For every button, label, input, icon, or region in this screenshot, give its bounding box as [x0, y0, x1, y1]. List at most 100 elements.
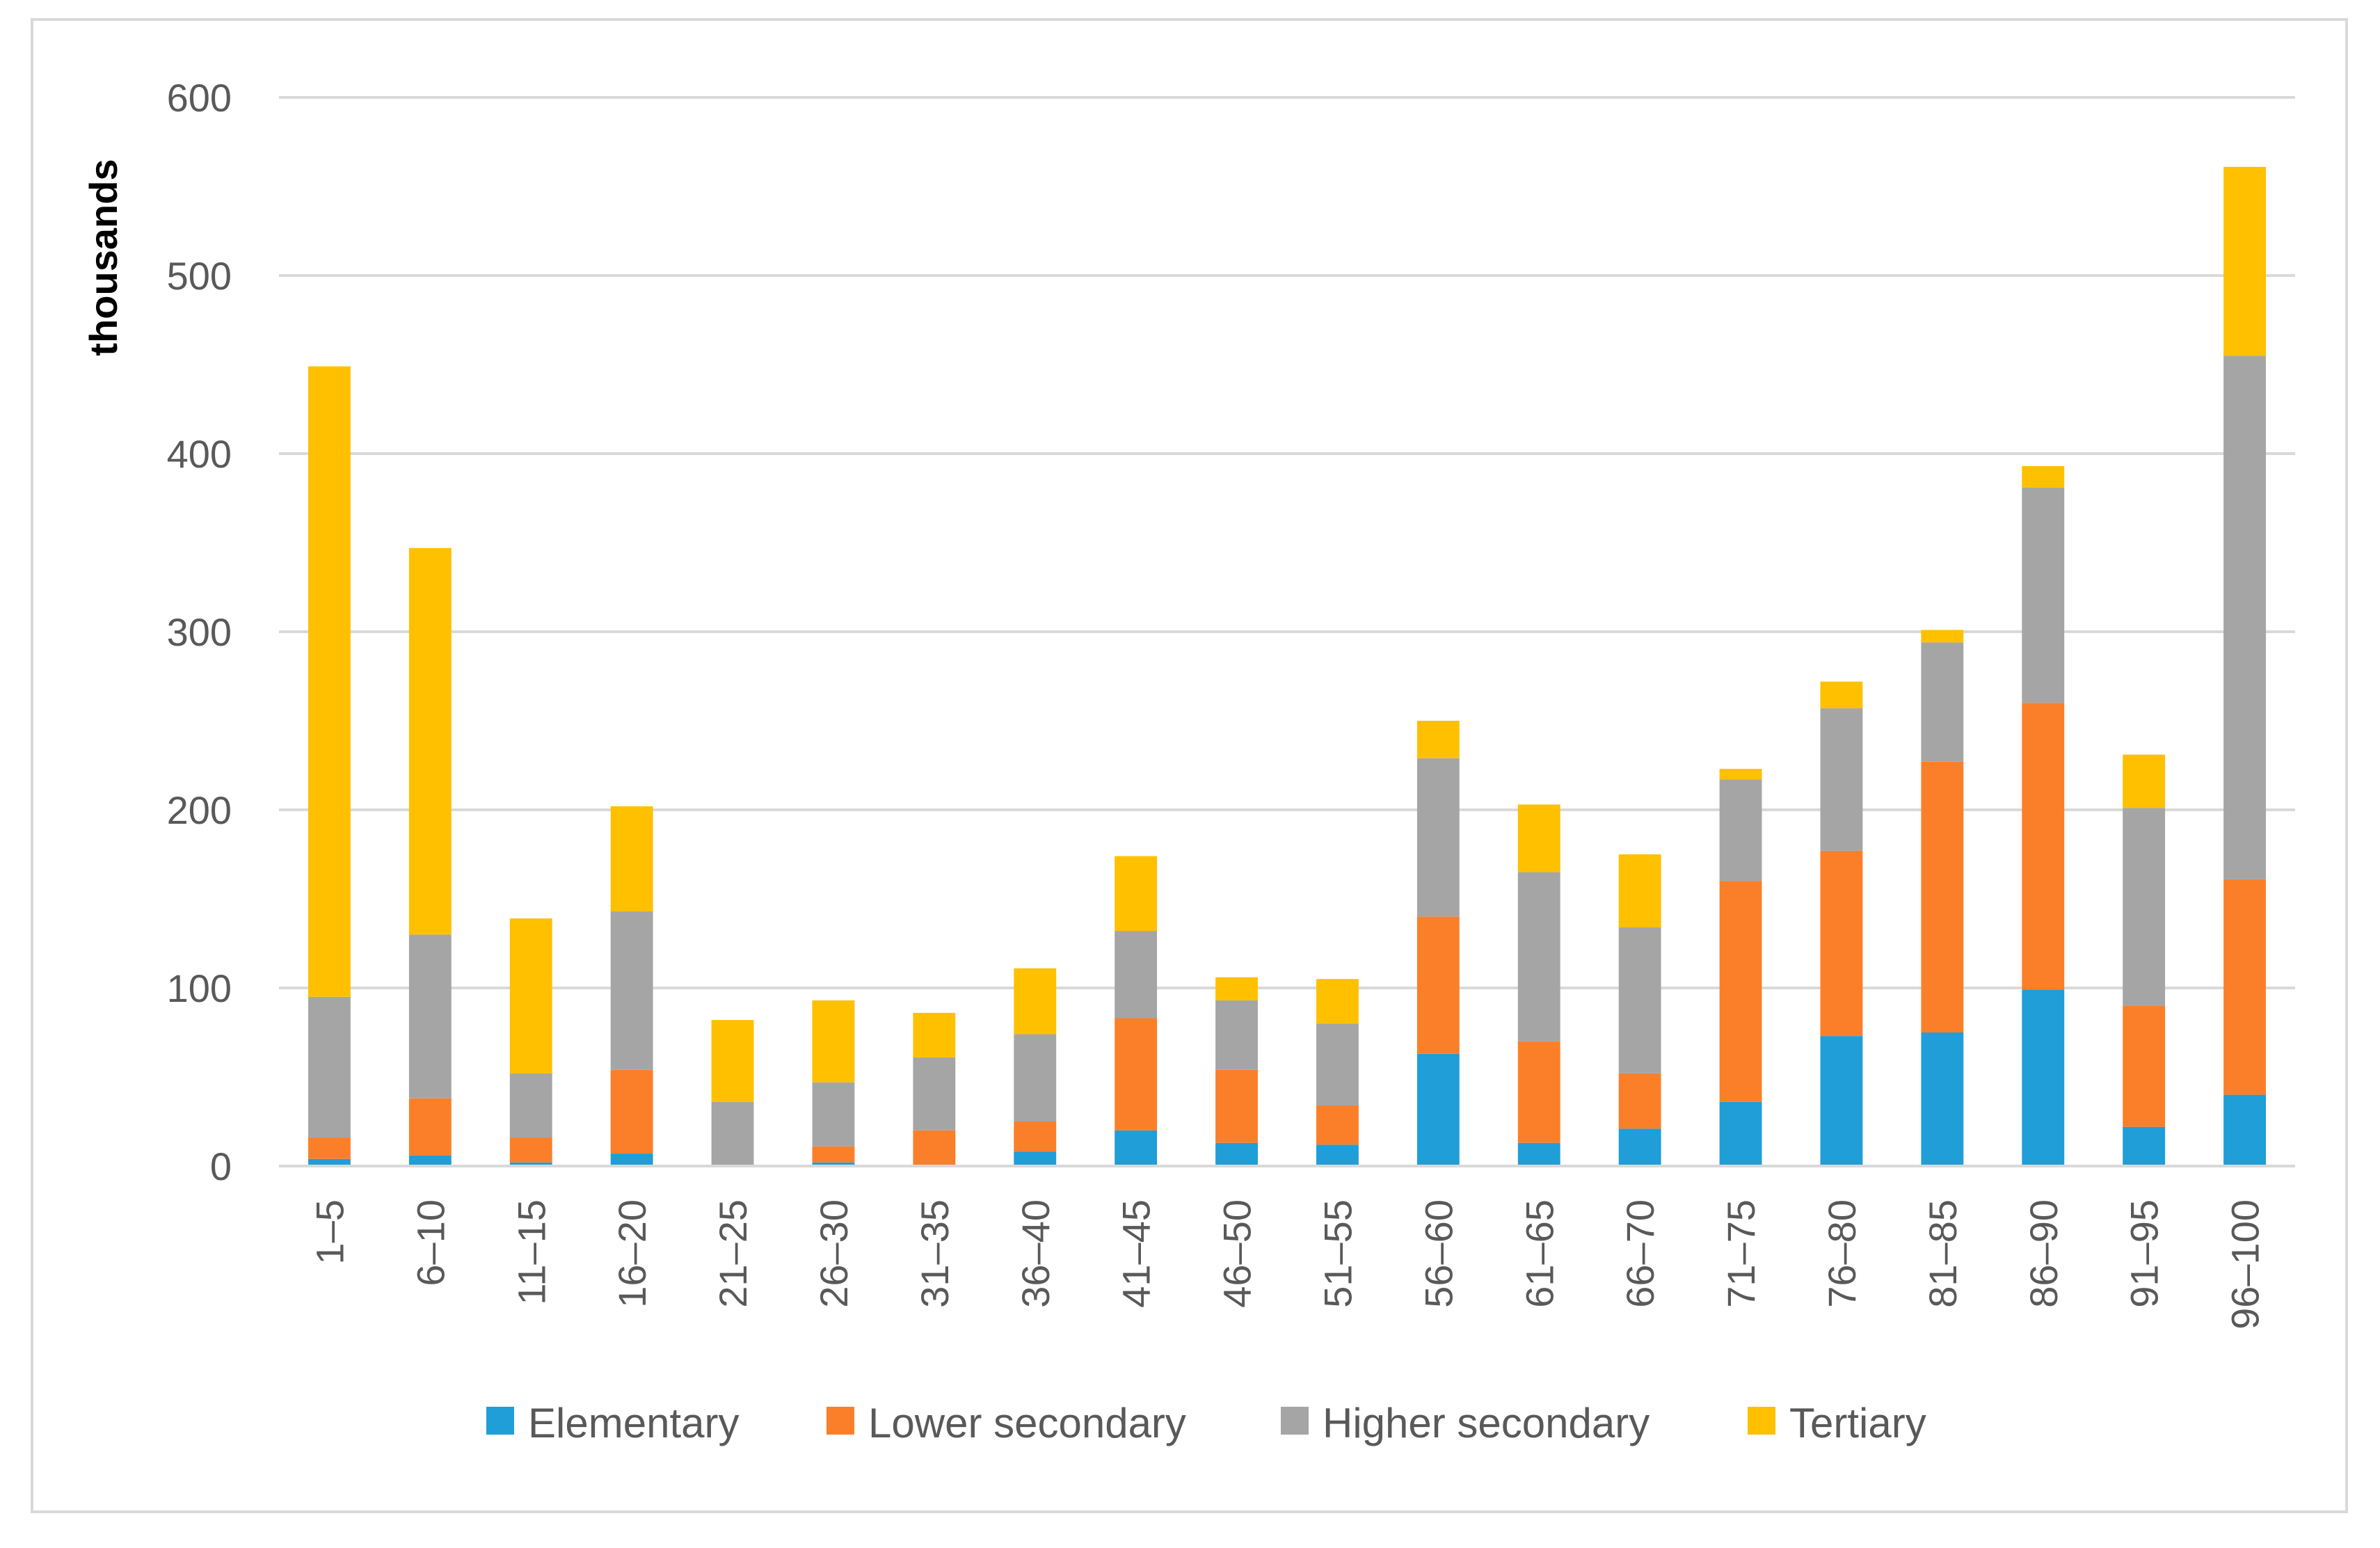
- legend-label: Tertiary: [1789, 1400, 1926, 1446]
- bar-segment: [1316, 1023, 1359, 1106]
- bar-segment: [1215, 1142, 1258, 1166]
- bar-segment: [1416, 721, 1460, 758]
- x-tick-label: 91–95: [2123, 1199, 2166, 1308]
- bar-segment: [2022, 703, 2065, 990]
- bar-segment: [1316, 979, 1359, 1024]
- bar-segment: [1014, 1034, 1057, 1122]
- bar-segment: [1014, 1122, 1057, 1152]
- bar-segment: [812, 1082, 855, 1147]
- bar-segment: [1517, 872, 1560, 1042]
- legend-label: Higher secondary: [1323, 1400, 1650, 1446]
- x-tick-label: 16–20: [610, 1199, 654, 1308]
- x-tick-label: 66–70: [1618, 1199, 1662, 1308]
- x-tick-label: 81–85: [1921, 1199, 1965, 1308]
- bar-segment: [1618, 927, 1661, 1074]
- bar-segment: [509, 1073, 552, 1138]
- x-tick-label: 21–25: [711, 1199, 755, 1308]
- bar-segment: [1215, 1000, 1258, 1070]
- legend-swatch: [1748, 1407, 1775, 1435]
- y-axis-label: thousands: [81, 159, 125, 356]
- bar-segment: [1820, 708, 1863, 851]
- bar-segment: [1115, 1018, 1158, 1131]
- bar-segment: [1014, 1151, 1057, 1166]
- bar-segment: [1820, 681, 1863, 709]
- bar-segment: [610, 911, 653, 1070]
- x-tick-label: 26–30: [812, 1199, 856, 1308]
- bar-segment: [1719, 1101, 1762, 1166]
- bar-segment: [1921, 1032, 1964, 1166]
- bar-segment: [1618, 854, 1661, 927]
- bar-segment: [408, 934, 452, 1099]
- x-tick-label: 31–35: [913, 1199, 957, 1308]
- legend-swatch: [486, 1407, 514, 1435]
- bar-segment: [1921, 761, 1964, 1032]
- bar-segment: [913, 1057, 956, 1131]
- bar-segment: [509, 918, 552, 1074]
- y-tick-label: 200: [167, 788, 232, 832]
- bar-segment: [308, 366, 351, 997]
- bar-segment: [1115, 856, 1158, 932]
- bar-segment: [2123, 808, 2166, 1006]
- bar-segment: [1215, 977, 1258, 1000]
- bar-segment: [308, 1138, 351, 1159]
- bar-segment: [913, 1012, 956, 1058]
- bar-segment: [1719, 881, 1762, 1102]
- bar-segment: [610, 1069, 653, 1154]
- x-tick-label: 71–75: [1719, 1199, 1763, 1308]
- bar-segment: [1921, 642, 1964, 762]
- bar-segment: [1316, 1144, 1359, 1166]
- bar-segment: [509, 1162, 552, 1166]
- x-tick-label: 11–15: [509, 1199, 553, 1305]
- bar-segment: [812, 1162, 855, 1166]
- x-tick-label: 41–45: [1115, 1199, 1158, 1308]
- x-tick-label: 51–55: [1316, 1199, 1359, 1308]
- legend: Elementary Lower secondary Higher secondar…: [486, 1400, 1926, 1446]
- bar-segment: [711, 1101, 754, 1166]
- bar-segment: [1517, 1041, 1560, 1143]
- bar-segment: [1820, 1036, 1863, 1166]
- bar-segment: [610, 806, 653, 911]
- legend-swatch: [1281, 1407, 1309, 1435]
- bar-segment: [2123, 754, 2166, 808]
- bar-segment: [2022, 989, 2065, 1166]
- bar-segment: [1618, 1128, 1661, 1166]
- x-tick-label: 61–65: [1517, 1199, 1561, 1308]
- bar-segment: [408, 1098, 452, 1156]
- y-tick-label: 100: [167, 966, 232, 1010]
- chart-frame: 0 100 200 300 400 500 600 1–5 6–10 11–15 16–20 21–2…: [31, 18, 2348, 1513]
- bar-segment: [2223, 166, 2266, 356]
- y-tick-label: 400: [167, 432, 232, 476]
- bar-segment: [1719, 769, 1762, 780]
- bar-segment: [1215, 1069, 1258, 1143]
- x-tick-label: 6–10: [408, 1199, 452, 1286]
- bar-segment: [2123, 1126, 2166, 1166]
- x-tick-label: 46–50: [1215, 1199, 1259, 1308]
- bar-segment: [1416, 1053, 1460, 1166]
- x-tick-label: 76–80: [1820, 1199, 1864, 1308]
- bar-segment: [1014, 968, 1057, 1035]
- y-tick-label: 0: [210, 1144, 232, 1188]
- bar-segment: [1115, 931, 1158, 1019]
- x-tick-label: 96–100: [2223, 1199, 2267, 1330]
- bar-segment: [2022, 487, 2065, 703]
- bar-segment: [711, 1020, 754, 1102]
- bar-segment: [408, 548, 452, 935]
- bar-segment: [1719, 779, 1762, 881]
- bar-segment: [308, 996, 351, 1138]
- bar-segment: [1921, 630, 1964, 643]
- y-tick-label: 300: [167, 610, 232, 654]
- bar-segment: [2223, 879, 2266, 1095]
- axes: 0 100 200 300 400 500 600 1–5 6–10 11–15 16–20 21–2…: [167, 76, 2295, 1330]
- bar-segment: [812, 1000, 855, 1083]
- x-tick-label: 56–60: [1416, 1199, 1460, 1308]
- legend-label: Elementary: [528, 1400, 739, 1446]
- bar-segment: [509, 1138, 552, 1163]
- bar-segment: [1820, 850, 1863, 1037]
- bar-segment: [1517, 804, 1560, 872]
- stacked-bar-chart: 0 100 200 300 400 500 600 1–5 6–10 11–15 16–20 21–2…: [81, 76, 2295, 1446]
- bar-segment: [1115, 1130, 1158, 1166]
- bar-segment: [1416, 758, 1460, 917]
- legend-label: Lower secondary: [868, 1400, 1186, 1446]
- bar-segment: [1416, 916, 1460, 1054]
- y-tick-label: 500: [167, 254, 232, 298]
